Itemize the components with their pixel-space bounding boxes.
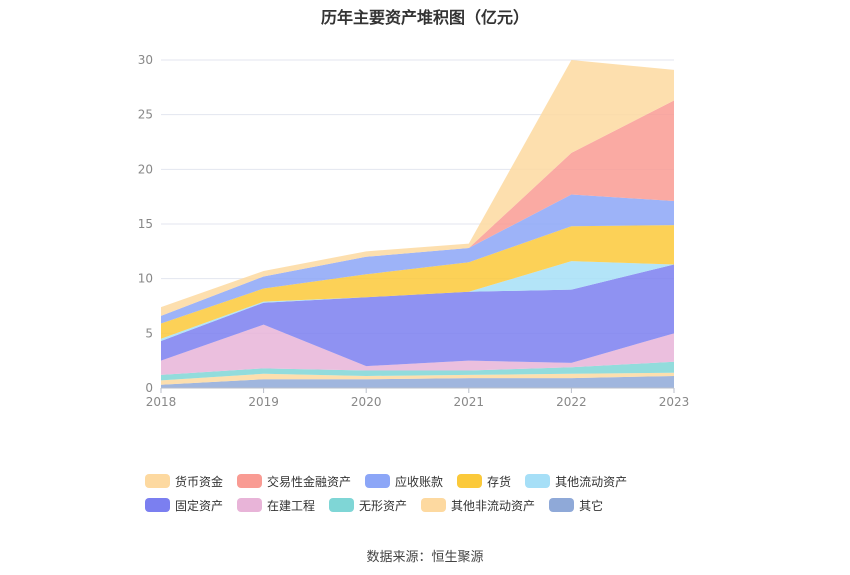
legend-label: 货币资金 [175,474,224,489]
y-tick-label: 20 [138,162,153,176]
legend-item[interactable]: 交易性金融资产 [237,472,351,490]
legend-label: 应收账款 [395,474,444,489]
legend-swatch [421,498,447,512]
y-tick-label: 0 [145,381,153,395]
legend-item[interactable]: 其他流动资产 [525,472,627,490]
area-在建工程 [161,324,674,375]
y-tick-label: 15 [138,217,153,231]
y-tick-label: 10 [138,272,153,286]
legend-label: 交易性金融资产 [267,474,352,489]
chart-title: 历年主要资产堆积图（亿元） [320,8,529,27]
axes: 0 5 10 15 20 25 30 2018 2019 2020 2021 2022 2023 [138,53,690,409]
x-tick-label: 2022 [556,395,587,409]
legend-swatch [329,498,355,512]
legend-item[interactable]: 其他非流动资产 [421,496,535,514]
area-其它 [161,375,674,388]
x-tick-label: 2023 [659,395,690,409]
legend-label: 其他流动资产 [555,474,628,489]
legend-swatch [237,498,263,512]
x-tick-label: 2020 [351,395,382,409]
area-无形资产 [161,361,674,381]
legend-item[interactable]: 固定资产 [145,496,223,514]
legend-label: 其他非流动资产 [451,498,536,513]
area-货币资金 [161,60,674,316]
legend-swatch [145,498,170,512]
data-source: 数据来源：恒生聚源 [366,550,484,565]
legend-label: 其它 [579,498,604,513]
legend-swatch [457,474,483,488]
x-tick-label: 2019 [248,395,279,409]
area-应收账款 [161,194,674,324]
area-固定资产 [161,264,674,367]
legend-label: 在建工程 [267,498,316,513]
x-tick-label: 2018 [146,395,177,409]
legend-swatch [549,498,575,512]
area-其他流动资产 [161,261,674,341]
legend-label: 无形资产 [359,498,408,513]
area-存货 [161,225,674,339]
legend: 货币资金 交易性金融资产 应收账款 存货 其他流动资产固定资产 在建工程 无形资产 其他非流动… [145,472,725,514]
area-其他非流动资产 [161,372,674,385]
legend-item[interactable]: 其它 [549,496,603,514]
y-tick-label: 5 [145,326,153,340]
y-tick-label: 30 [138,53,153,67]
legend-item[interactable]: 无形资产 [329,496,407,514]
legend-swatch [525,474,551,488]
legend-item[interactable]: 货币资金 [145,472,223,490]
y-tick-label: 25 [138,108,153,122]
legend-swatch [145,474,170,488]
legend-label: 存货 [487,474,512,489]
legend-item[interactable]: 在建工程 [237,496,315,514]
legend-item[interactable]: 应收账款 [365,472,443,490]
legend-label: 固定资产 [175,498,224,513]
area-series [161,60,674,388]
legend-swatch [237,474,263,488]
legend-item[interactable]: 存货 [457,472,511,490]
x-tick-label: 2021 [454,395,485,409]
legend-swatch [365,474,391,488]
